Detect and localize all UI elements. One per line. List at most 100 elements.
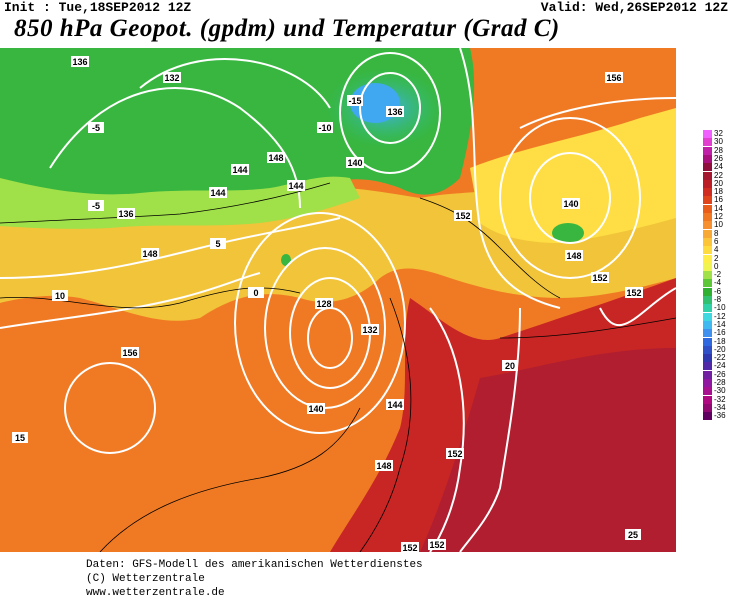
weather-map: 136 132 136 140 144 148 152 156 128 132 … <box>0 48 676 552</box>
legend-label: 26 <box>714 153 723 163</box>
legend-swatch <box>703 154 712 163</box>
temperature-contours <box>0 182 676 552</box>
legend-swatch <box>703 279 712 288</box>
legend-label: 6 <box>714 236 719 246</box>
legend-label: -20 <box>714 344 726 354</box>
legend-label: 22 <box>714 170 723 180</box>
legend-label: 24 <box>714 162 723 172</box>
legend-label: 8 <box>714 228 719 238</box>
geopot-label: 152 <box>429 540 444 550</box>
footer: Daten: GFS-Modell des amerikanischen Wet… <box>86 558 423 600</box>
temp-field-lightyellow <box>470 108 676 243</box>
geopot-label: 132 <box>164 73 179 83</box>
geopot-label: 136 <box>387 107 402 117</box>
legend-swatch <box>703 146 712 155</box>
legend-label: -26 <box>714 369 726 379</box>
legend-swatch <box>703 337 712 346</box>
legend-swatch <box>703 204 712 213</box>
geopot-label: 144 <box>210 188 225 198</box>
legend-swatch <box>703 403 712 412</box>
geopot-label: 152 <box>402 543 417 552</box>
legend-swatch <box>703 362 712 371</box>
geopot-label: 148 <box>142 249 157 259</box>
temp-label: 20 <box>505 361 515 371</box>
temp-label: 15 <box>15 433 25 443</box>
temp-label: -10 <box>318 123 331 133</box>
legend-swatch <box>703 387 712 396</box>
geopot-label: 148 <box>376 461 391 471</box>
cold-blob-east <box>552 223 584 243</box>
legend-swatch <box>703 304 712 313</box>
legend-label: -10 <box>714 303 726 313</box>
legend-label: 28 <box>714 145 723 155</box>
legend-label: 2 <box>714 253 719 263</box>
temp-field-hotter <box>420 348 676 552</box>
legend-swatch <box>703 312 712 321</box>
legend-swatch <box>703 412 712 421</box>
legend-swatch <box>703 296 712 304</box>
legend-swatch <box>703 188 712 197</box>
legend-label: -2 <box>714 270 722 280</box>
legend-swatch <box>703 221 712 230</box>
legend-label: 14 <box>714 203 723 213</box>
legend-swatch <box>703 320 712 329</box>
geopot-label: 128 <box>316 299 331 309</box>
legend-swatch <box>703 287 712 296</box>
legend-label: -18 <box>714 336 726 346</box>
footer-source: Daten: GFS-Modell des amerikanischen Wet… <box>86 559 423 571</box>
legend-swatch <box>703 229 712 238</box>
geopot-label: 140 <box>308 404 323 414</box>
geopot-label: 144 <box>288 181 303 191</box>
legend-swatch <box>703 246 712 255</box>
legend-label: 18 <box>714 187 723 197</box>
geopot-label: 152 <box>455 211 470 221</box>
legend-swatch <box>703 179 712 188</box>
footer-copyright: (C) Wetterzentrale <box>86 573 205 585</box>
temp-label: 10 <box>55 291 65 301</box>
geopot-label: 140 <box>347 158 362 168</box>
legend-label: 4 <box>714 245 719 255</box>
legend-swatch <box>703 271 712 280</box>
legend-label: -36 <box>714 411 726 421</box>
legend-swatch <box>703 379 712 387</box>
legend-label: -14 <box>714 319 726 329</box>
legend-swatch <box>703 329 712 338</box>
legend-label: -16 <box>714 328 726 338</box>
valid-time: Valid: Wed,26SEP2012 12Z <box>540 0 728 15</box>
legend-label: -4 <box>714 278 722 288</box>
temperature-label-group: -5 -10 -15 -5 0 5 10 15 20 25 <box>12 95 641 540</box>
geopot-label: 148 <box>566 251 581 261</box>
legend-swatch <box>703 196 712 205</box>
init-time: Init : Tue,18SEP2012 12Z <box>4 0 192 15</box>
legend-label: 0 <box>714 261 719 271</box>
temp-label: -5 <box>92 201 100 211</box>
legend-swatch <box>703 254 712 263</box>
geopot-label: 140 <box>563 199 578 209</box>
header: Init : Tue,18SEP2012 12Z Valid: Wed,26SE… <box>0 0 732 48</box>
temp-label: -5 <box>92 123 100 133</box>
legend-label: -32 <box>714 394 726 404</box>
geopot-label: 156 <box>606 73 621 83</box>
geopot-label: 144 <box>232 165 247 175</box>
temp-label: -15 <box>348 96 361 106</box>
legend-label: 16 <box>714 195 723 205</box>
legend-label: 30 <box>714 137 723 147</box>
geopot-label: 148 <box>268 153 283 163</box>
geopot-label: 152 <box>626 288 641 298</box>
geopot-label: 152 <box>592 273 607 283</box>
geopot-label: 136 <box>72 57 87 67</box>
temp-label: 25 <box>628 530 638 540</box>
geopot-label: 132 <box>362 325 377 335</box>
cold-blob-mid <box>281 254 291 266</box>
legend-label: -12 <box>714 311 726 321</box>
legend-label: -22 <box>714 353 726 363</box>
legend-label: 32 <box>714 129 723 138</box>
map-svg: 136 132 136 140 144 148 152 156 128 132 … <box>0 48 676 552</box>
temp-label: 5 <box>215 239 220 249</box>
page-title: 850 hPa Geopot. (gpdm) und Temperatur (G… <box>14 15 560 42</box>
legend-swatch <box>703 237 712 246</box>
legend-label: 10 <box>714 220 723 230</box>
temp-field-lightgreen <box>0 176 360 229</box>
geopot-label: 136 <box>118 209 133 219</box>
legend-label: -30 <box>714 386 726 396</box>
